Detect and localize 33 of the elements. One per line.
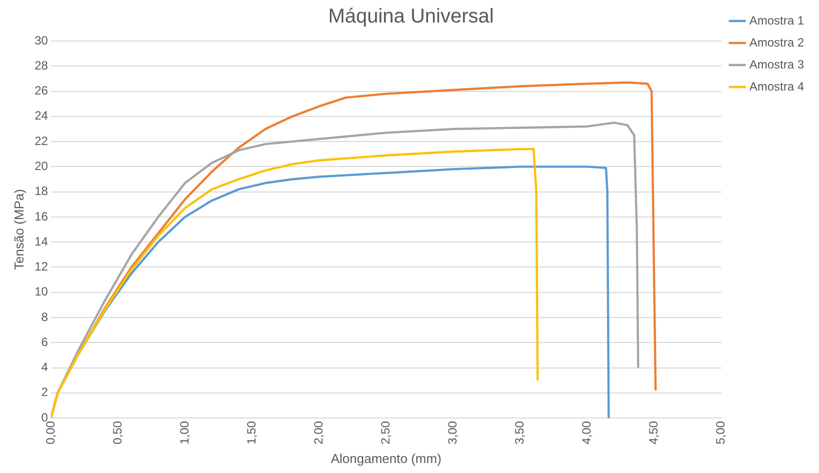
y-tick-label: 8 [41, 310, 48, 324]
y-tick-label: 12 [34, 260, 48, 274]
x-tick-label: 1,00 [177, 420, 192, 444]
y-tick-label: 10 [34, 284, 48, 299]
x-tick-label: 1,50 [244, 420, 258, 444]
x-tick-label: 0,50 [110, 420, 124, 444]
y-axis-title: Tensão (MPa) [11, 189, 26, 270]
legend-label: Amostra 2 [749, 35, 804, 50]
legend-label: Amostra 3 [749, 57, 804, 72]
y-tick-label: 20 [34, 158, 48, 173]
x-tick-label: 4,50 [646, 420, 661, 444]
legend-label: Amostra 4 [749, 79, 804, 94]
x-tick-label: 2,50 [378, 420, 392, 444]
y-tick-label: 6 [41, 334, 48, 349]
y-tick-label: 14 [34, 234, 48, 248]
x-tick-label: 3,00 [445, 420, 460, 444]
y-tick-label: 18 [34, 184, 48, 198]
legend-label: Amostra 1 [749, 13, 804, 28]
y-tick-label: 24 [34, 108, 48, 123]
x-tick-label: 3,50 [512, 420, 527, 444]
y-tick-label: 28 [34, 58, 48, 72]
y-tick-label: 30 [34, 33, 48, 48]
x-tick-label: 2,00 [311, 420, 326, 444]
x-tick-label: 4,00 [580, 420, 594, 444]
y-tick-label: 26 [34, 84, 48, 98]
y-tick-label: 16 [34, 209, 48, 224]
x-tick-label: 5,00 [714, 420, 728, 444]
y-tick-label: 2 [41, 385, 48, 400]
chart-title: Máquina Universal [328, 6, 494, 28]
x-tick-label: 0,00 [43, 420, 58, 444]
y-tick-label: 4 [41, 360, 48, 374]
x-axis-title: Alongamento (mm) [330, 450, 442, 466]
y-tick-label: 22 [34, 134, 48, 148]
